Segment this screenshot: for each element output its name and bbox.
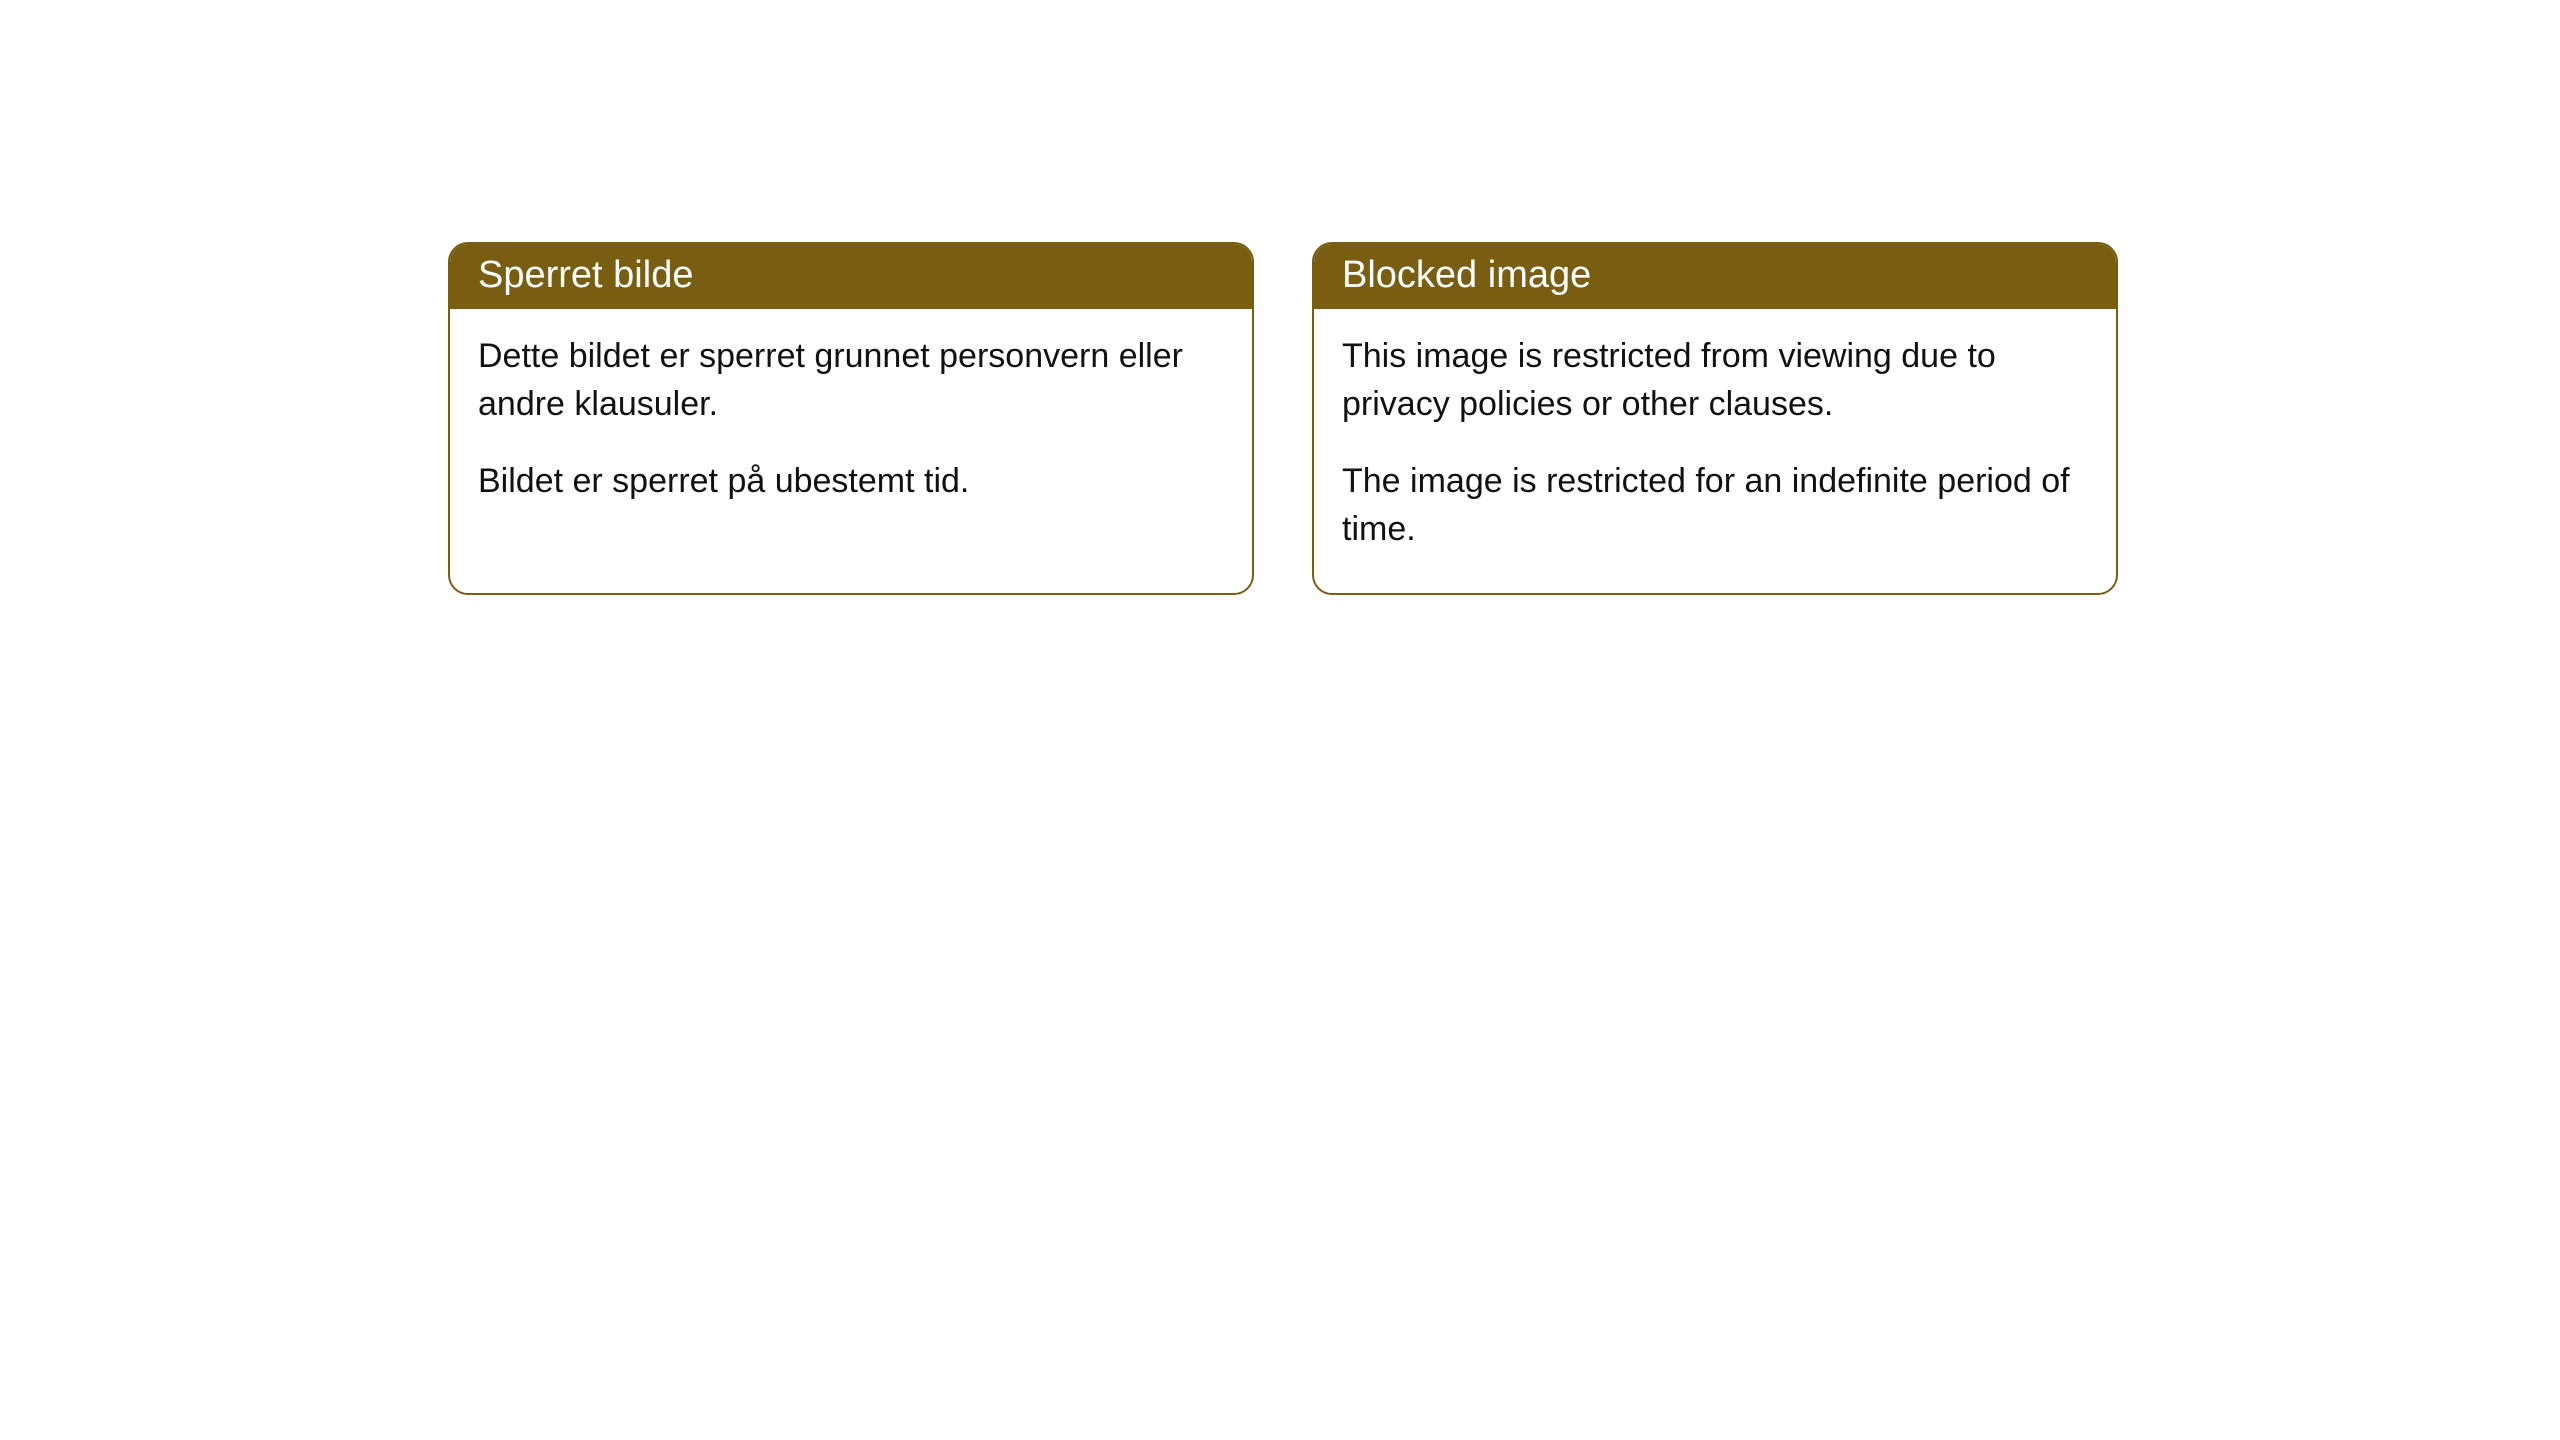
notice-cards-row: Sperret bilde Dette bildet er sperret gr… bbox=[0, 0, 2560, 595]
notice-card-english: Blocked image This image is restricted f… bbox=[1312, 242, 2118, 595]
notice-card-norwegian: Sperret bilde Dette bildet er sperret gr… bbox=[448, 242, 1254, 595]
card-paragraph: The image is restricted for an indefinit… bbox=[1342, 458, 2088, 553]
card-header: Blocked image bbox=[1314, 244, 2116, 309]
card-paragraph: Dette bildet er sperret grunnet personve… bbox=[478, 333, 1224, 428]
card-header: Sperret bilde bbox=[450, 244, 1252, 309]
card-paragraph: This image is restricted from viewing du… bbox=[1342, 333, 2088, 428]
card-body: Dette bildet er sperret grunnet personve… bbox=[450, 309, 1252, 546]
card-paragraph: Bildet er sperret på ubestemt tid. bbox=[478, 458, 1224, 506]
card-body: This image is restricted from viewing du… bbox=[1314, 309, 2116, 593]
